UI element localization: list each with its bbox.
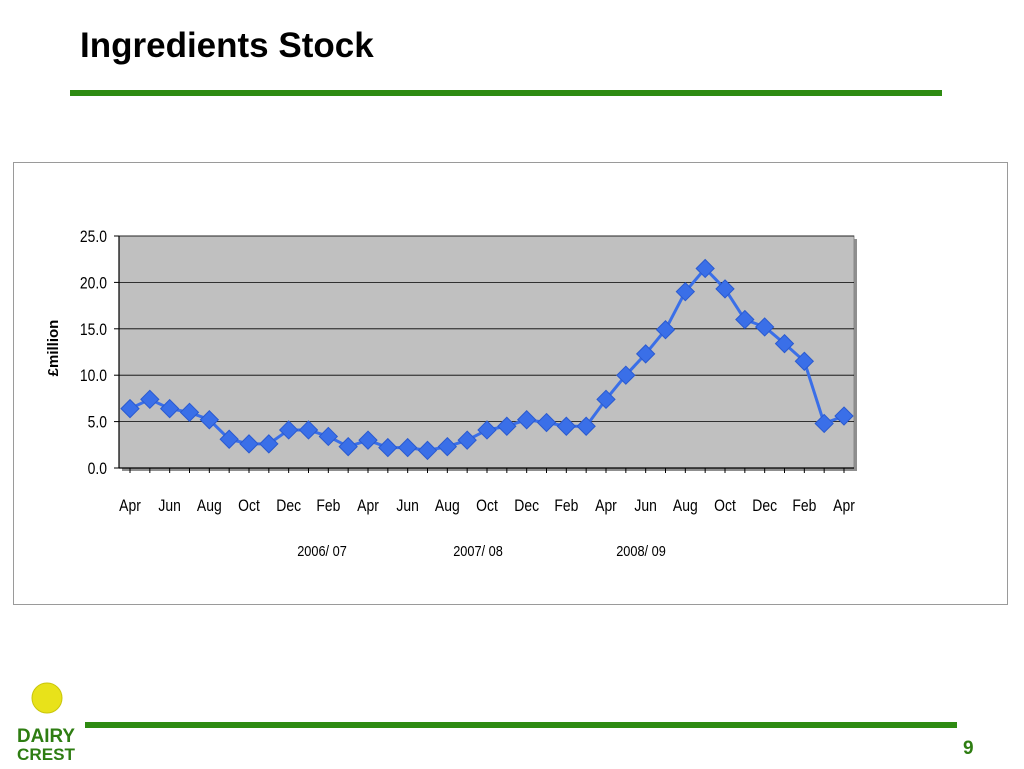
y-tick-label: 25.0 xyxy=(80,228,107,247)
data-point xyxy=(358,430,378,450)
page-title: Ingredients Stock xyxy=(80,26,374,65)
data-point xyxy=(556,416,577,436)
data-point xyxy=(774,333,795,354)
data-point xyxy=(278,420,299,440)
x-tick-label: Apr xyxy=(119,497,141,516)
data-point xyxy=(477,420,497,440)
x-tick-label: Aug xyxy=(435,497,460,516)
x-tick-label: Feb xyxy=(316,497,340,516)
data-point xyxy=(159,398,180,419)
data-point xyxy=(120,398,140,419)
data-point xyxy=(675,281,696,302)
y-tick-label: 20.0 xyxy=(80,274,107,293)
x-tick-label: Feb xyxy=(792,497,816,516)
data-point xyxy=(338,436,358,457)
data-point xyxy=(735,309,755,330)
line-chart: 0.0 5.0 10.0 15.0 20.0 25.0 Apr Jun Aug Oct Dec Feb… xyxy=(45,228,857,559)
x-tick-label: Apr xyxy=(833,497,855,516)
data-point xyxy=(616,365,636,385)
data-point xyxy=(457,430,477,450)
data-point xyxy=(219,429,239,449)
y-tick-label: 5.0 xyxy=(88,413,108,432)
y-tick-label: 0.0 xyxy=(88,460,108,479)
data-point xyxy=(298,420,319,440)
x-tick-label: Aug xyxy=(673,497,698,516)
x-tick-label: Oct xyxy=(238,497,260,516)
data-point xyxy=(794,351,815,371)
x-tick-label: Oct xyxy=(476,497,498,516)
chart-frame: 0.0 5.0 10.0 15.0 20.0 25.0 Apr Jun Aug Oct Dec Feb… xyxy=(13,162,1008,605)
year-label: 2006/ 07 xyxy=(297,542,347,559)
data-point xyxy=(417,440,438,461)
x-tick-label: Jun xyxy=(396,497,418,516)
data-point xyxy=(834,406,854,426)
data-point xyxy=(318,426,339,447)
x-tick-label: Oct xyxy=(714,497,736,516)
y-tick-label: 10.0 xyxy=(80,367,107,386)
data-point xyxy=(596,389,616,410)
y-axis-label: £million xyxy=(45,320,62,377)
x-tick-label: Apr xyxy=(595,497,617,516)
data-point xyxy=(259,434,279,454)
x-tick-label: Jun xyxy=(634,497,656,516)
data-point xyxy=(754,317,775,337)
footer-divider xyxy=(85,722,957,728)
data-point xyxy=(437,436,458,457)
year-label: 2008/ 09 xyxy=(616,542,666,559)
data-point xyxy=(397,437,418,458)
logo-line-1: DAIRY xyxy=(17,726,75,747)
year-label: 2007/ 08 xyxy=(453,542,503,559)
x-tick-label: Dec xyxy=(276,497,301,516)
logo-line-2: CREST xyxy=(17,745,76,764)
data-point xyxy=(179,402,200,423)
title-divider xyxy=(70,90,942,96)
data-point xyxy=(655,320,676,340)
sun-icon xyxy=(31,682,63,714)
data-point xyxy=(635,344,656,364)
data-point xyxy=(576,416,596,436)
y-tick-label: 15.0 xyxy=(80,321,107,340)
x-tick-label: Feb xyxy=(554,497,578,516)
data-point xyxy=(536,412,557,433)
data-point xyxy=(199,410,220,430)
x-tick-label: Dec xyxy=(752,497,777,516)
x-tick-label: Dec xyxy=(514,497,539,516)
data-point xyxy=(239,434,259,454)
data-point xyxy=(814,413,834,434)
x-tick-label: Jun xyxy=(158,497,180,516)
x-tick-label: Aug xyxy=(197,497,222,516)
data-point xyxy=(378,437,398,458)
data-point xyxy=(497,416,517,436)
x-tick-label: Apr xyxy=(357,497,379,516)
data-point xyxy=(140,389,160,410)
data-point xyxy=(695,258,715,279)
data-point xyxy=(715,279,735,299)
data-point xyxy=(516,410,537,430)
page-number: 9 xyxy=(963,738,974,759)
dairy-crest-logo: DAIRY CREST xyxy=(14,680,78,764)
